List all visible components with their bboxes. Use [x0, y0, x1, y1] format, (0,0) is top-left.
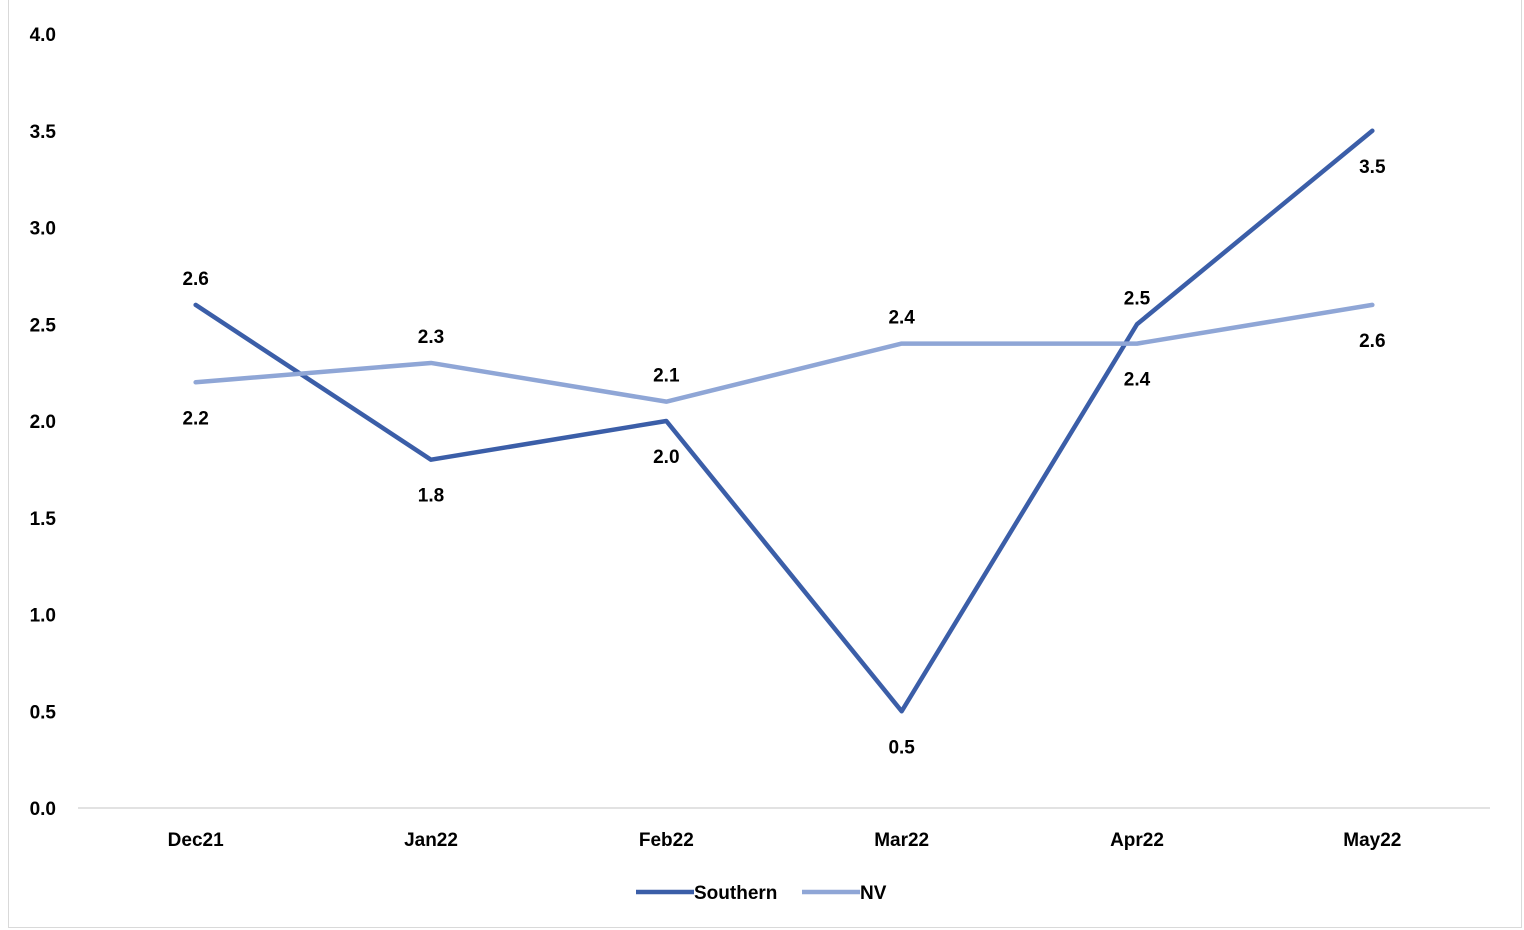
- y-axis-ticks: 0.0 0.5 1.0 1.5 2.0 2.5 3.0 3.5 4.0: [30, 25, 57, 820]
- data-label: 2.2: [182, 408, 208, 429]
- x-axis-ticks: Dec21 Jan22 Feb22 Mar22 Apr22 May22: [168, 830, 1402, 851]
- data-label: 2.6: [182, 269, 208, 290]
- y-tick-label: 4.0: [30, 25, 56, 46]
- legend-label: Southern: [694, 883, 777, 904]
- data-label: 3.5: [1359, 157, 1386, 178]
- data-label: 2.4: [1124, 370, 1151, 391]
- data-label: 2.1: [653, 366, 680, 387]
- x-tick-label: Jan22: [404, 830, 458, 851]
- data-label: 2.5: [1124, 288, 1151, 309]
- x-tick-label: Feb22: [639, 830, 694, 851]
- y-tick-label: 3.0: [30, 219, 56, 240]
- y-tick-label: 2.5: [30, 315, 57, 336]
- series-lines: [193, 128, 1375, 714]
- x-tick-label: May22: [1343, 830, 1401, 851]
- data-label: 2.4: [888, 308, 915, 329]
- data-label: 2.0: [653, 447, 679, 468]
- x-tick-label: Mar22: [874, 830, 929, 851]
- data-label: 0.5: [888, 737, 915, 758]
- y-tick-label: 1.0: [30, 606, 56, 627]
- data-label: 1.8: [418, 486, 444, 507]
- data-label: 2.6: [1359, 331, 1385, 352]
- y-tick-label: 0.0: [30, 799, 56, 820]
- legend: Southern NV: [636, 883, 887, 904]
- y-tick-label: 2.0: [30, 412, 56, 433]
- series-line-southern: [193, 128, 1375, 714]
- y-tick-label: 1.5: [30, 509, 57, 530]
- y-tick-label: 0.5: [30, 702, 57, 723]
- legend-label: NV: [860, 883, 887, 904]
- series-line-nv: [193, 302, 1375, 404]
- x-tick-label: Apr22: [1110, 830, 1164, 851]
- y-tick-label: 3.5: [30, 122, 57, 143]
- data-labels: 2.6 1.8 2.0 0.5 2.5 3.5 2.2 2.3 2.1 2.4 2.4 2.6: [182, 157, 1386, 759]
- chart-frame: [8, 0, 1522, 928]
- data-label: 2.3: [418, 327, 444, 348]
- x-tick-label: Dec21: [168, 830, 224, 851]
